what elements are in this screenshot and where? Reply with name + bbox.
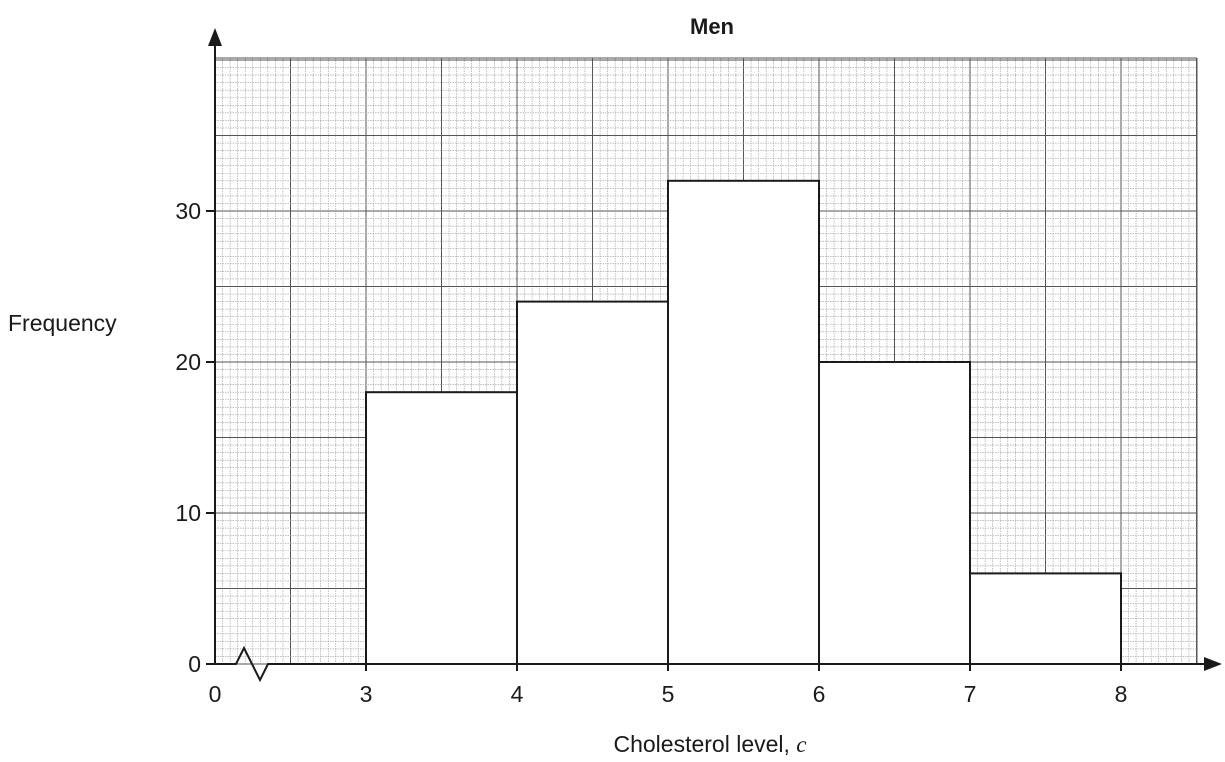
y-tick-label: 30 (175, 198, 201, 224)
histogram-bar (516, 300, 669, 665)
axes (208, 28, 1222, 683)
y-axis-arrowhead (208, 28, 222, 46)
x-tick-label: 3 (360, 681, 373, 707)
histogram-bar (365, 391, 518, 665)
histogram-bars (365, 179, 1122, 666)
y-axis-label: Frequency (8, 310, 117, 336)
y-tick-label: 20 (175, 349, 201, 375)
tick-labels: 0 10 20 30 0 3 4 5 6 7 8 (175, 198, 1127, 707)
x-axis-line (215, 645, 1212, 683)
histogram-bar (667, 179, 820, 666)
x-axis-label-text: Cholesterol level, (613, 731, 789, 757)
x-tick-label: 8 (1115, 681, 1128, 707)
x-tick-label: 5 (662, 681, 675, 707)
x-tick-label: 4 (511, 681, 524, 707)
chart-title: Men (690, 14, 734, 39)
y-tick-label: 0 (188, 651, 201, 677)
x-tick-label: 0 (209, 681, 222, 707)
x-axis-label: Cholesterol level, c (613, 731, 806, 757)
y-tick-label: 10 (175, 500, 201, 526)
x-axis-label-variable: c (796, 732, 806, 757)
x-tick-label: 7 (964, 681, 977, 707)
histogram-bar (818, 361, 971, 665)
x-axis-arrowhead (1204, 657, 1222, 671)
histogram-bar (969, 572, 1122, 666)
x-tick-label: 6 (813, 681, 826, 707)
